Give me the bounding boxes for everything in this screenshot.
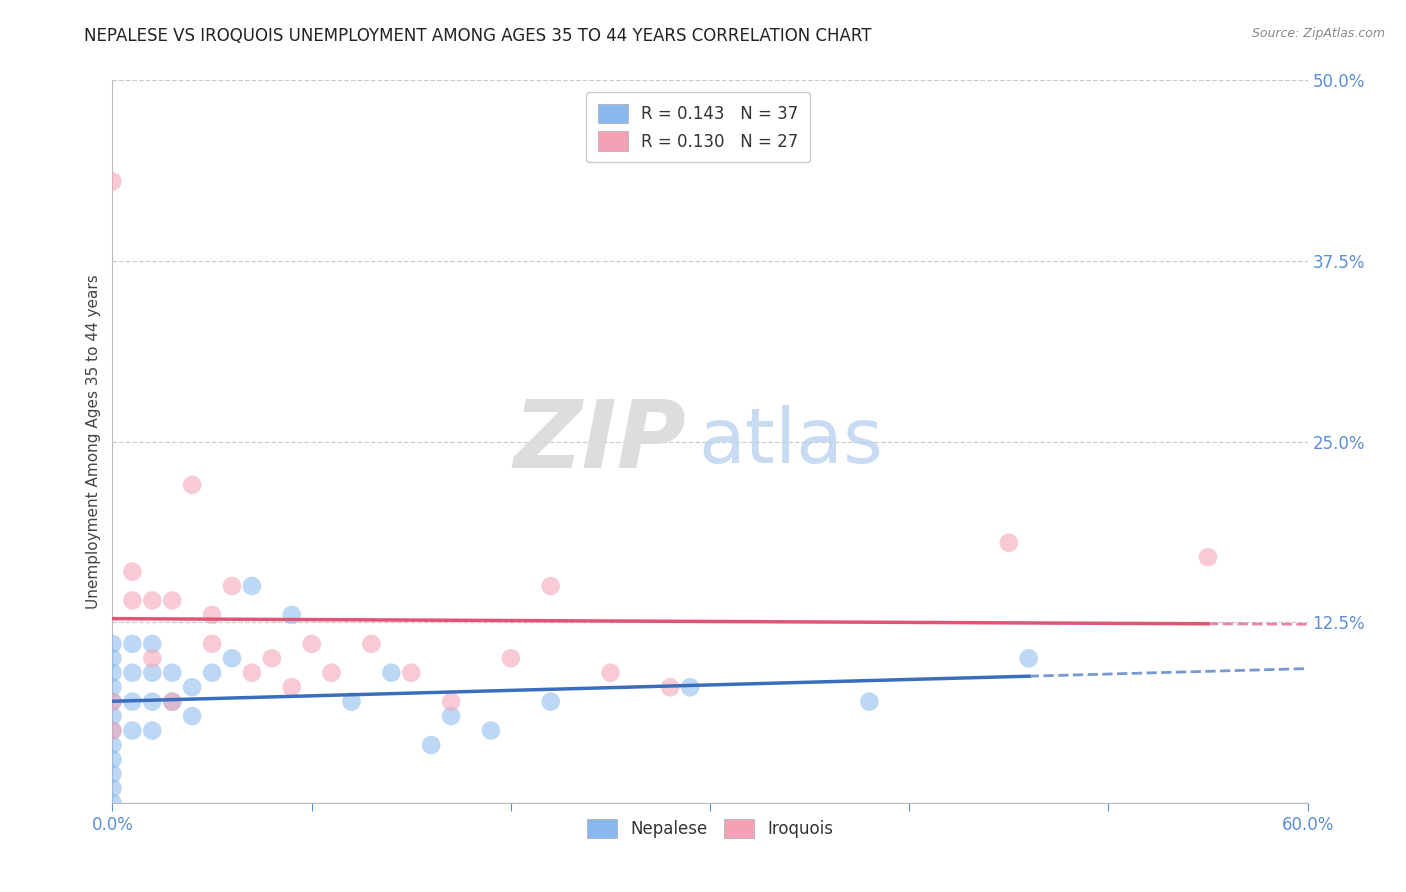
Point <box>260 651 283 665</box>
Point <box>301 637 323 651</box>
Point <box>340 695 363 709</box>
Point <box>479 723 502 738</box>
Point <box>101 651 124 665</box>
Point <box>101 781 124 796</box>
Point <box>181 709 204 723</box>
Text: ZIP: ZIP <box>513 395 686 488</box>
Text: Source: ZipAtlas.com: Source: ZipAtlas.com <box>1251 27 1385 40</box>
Point <box>659 680 682 694</box>
Point <box>540 695 562 709</box>
Point <box>181 680 204 694</box>
Point <box>101 738 124 752</box>
Point <box>679 680 702 694</box>
Point <box>101 680 124 694</box>
Point <box>101 637 124 651</box>
Point <box>1197 550 1219 565</box>
Point <box>420 738 443 752</box>
Point <box>101 723 124 738</box>
Point <box>162 593 183 607</box>
Point <box>101 665 124 680</box>
Point <box>101 767 124 781</box>
Y-axis label: Unemployment Among Ages 35 to 44 years: Unemployment Among Ages 35 to 44 years <box>86 274 101 609</box>
Point <box>201 665 224 680</box>
Point <box>1018 651 1040 665</box>
Legend: Nepalese, Iroquois: Nepalese, Iroquois <box>581 813 839 845</box>
Point <box>201 637 224 651</box>
Point <box>141 723 163 738</box>
Point <box>540 579 562 593</box>
Point <box>121 593 143 607</box>
Point <box>121 637 143 651</box>
Point <box>240 665 263 680</box>
Point <box>141 695 163 709</box>
Point <box>121 565 143 579</box>
Point <box>101 723 124 738</box>
Point <box>121 695 143 709</box>
Point <box>101 695 124 709</box>
Point <box>121 665 143 680</box>
Point <box>281 607 304 622</box>
Point <box>281 680 304 694</box>
Point <box>141 637 163 651</box>
Point <box>240 579 263 593</box>
Text: atlas: atlas <box>699 405 883 478</box>
Point <box>360 637 382 651</box>
Point <box>499 651 522 665</box>
Point <box>101 174 124 188</box>
Point <box>380 665 402 680</box>
Point <box>101 796 124 810</box>
Point <box>858 695 880 709</box>
Point <box>201 607 224 622</box>
Point <box>162 695 183 709</box>
Point <box>401 665 423 680</box>
Point <box>141 651 163 665</box>
Point <box>599 665 621 680</box>
Point <box>321 665 343 680</box>
Point <box>121 723 143 738</box>
Point <box>162 665 183 680</box>
Point <box>101 695 124 709</box>
Point <box>162 695 183 709</box>
Point <box>181 478 204 492</box>
Point <box>998 535 1021 549</box>
Point <box>101 752 124 766</box>
Point <box>440 695 463 709</box>
Point <box>221 579 243 593</box>
Point <box>141 665 163 680</box>
Point <box>101 709 124 723</box>
Point <box>221 651 243 665</box>
Text: NEPALESE VS IROQUOIS UNEMPLOYMENT AMONG AGES 35 TO 44 YEARS CORRELATION CHART: NEPALESE VS IROQUOIS UNEMPLOYMENT AMONG … <box>84 27 872 45</box>
Point <box>141 593 163 607</box>
Point <box>440 709 463 723</box>
